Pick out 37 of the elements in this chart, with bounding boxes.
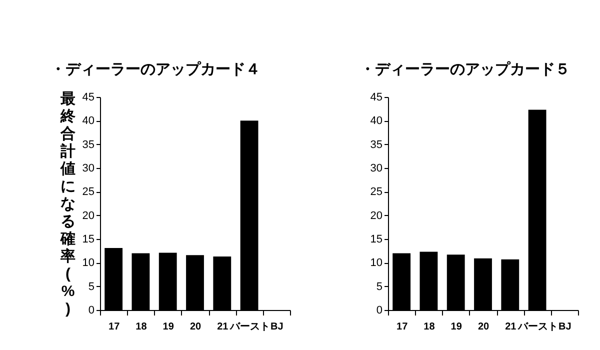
y-tick-label: 30: [82, 162, 94, 174]
y-tick-label: 20: [82, 210, 94, 222]
y-tick-label: 45: [82, 92, 94, 104]
y-tick-label: 0: [88, 304, 94, 316]
text: 最終合計値になる確率(%): [60, 90, 76, 318]
x-tick-label: 18: [424, 322, 436, 332]
x-tick-label: BJ: [558, 322, 572, 332]
chart-title: ・ディーラーのアップカード４: [50, 61, 260, 78]
x-tick-label: 19: [450, 322, 462, 332]
x-tick-label: 21: [505, 322, 517, 332]
x-tick-label: BJ: [270, 322, 284, 332]
y-tick-label: 35: [370, 138, 382, 151]
y-tick-label: 25: [370, 186, 382, 198]
x-tick-label: 19: [162, 322, 174, 332]
x-tick-label: 17: [108, 322, 120, 332]
y-tick-label: 10: [82, 257, 94, 270]
y-tick-label: 35: [82, 138, 94, 151]
y-tick-label: 5: [376, 280, 382, 293]
y-tick-label: 40: [82, 115, 94, 128]
x-tick-label: 17: [396, 322, 408, 332]
x-tick-label: 18: [136, 322, 148, 332]
y-tick-label: 0: [376, 304, 382, 316]
x-tick-label: バースト: [516, 322, 558, 332]
y-tick-label: 15: [370, 234, 382, 246]
y-tick-label: 15: [82, 234, 94, 246]
y-tick-label: 25: [82, 186, 94, 198]
y-tick-label: 5: [88, 280, 94, 293]
x-tick-label: 20: [478, 322, 490, 332]
y-tick-label: 20: [370, 210, 382, 222]
y-tick-label: 40: [370, 115, 382, 128]
y-tick-label: 45: [370, 92, 382, 104]
y-tick-label: 30: [370, 162, 382, 174]
chart-title: ・ディーラーのアップカード５: [360, 61, 570, 78]
x-tick-label: 21: [217, 322, 229, 332]
x-tick-label: バースト: [228, 322, 270, 332]
x-tick-label: 20: [190, 322, 202, 332]
y-tick-label: 10: [370, 257, 382, 270]
